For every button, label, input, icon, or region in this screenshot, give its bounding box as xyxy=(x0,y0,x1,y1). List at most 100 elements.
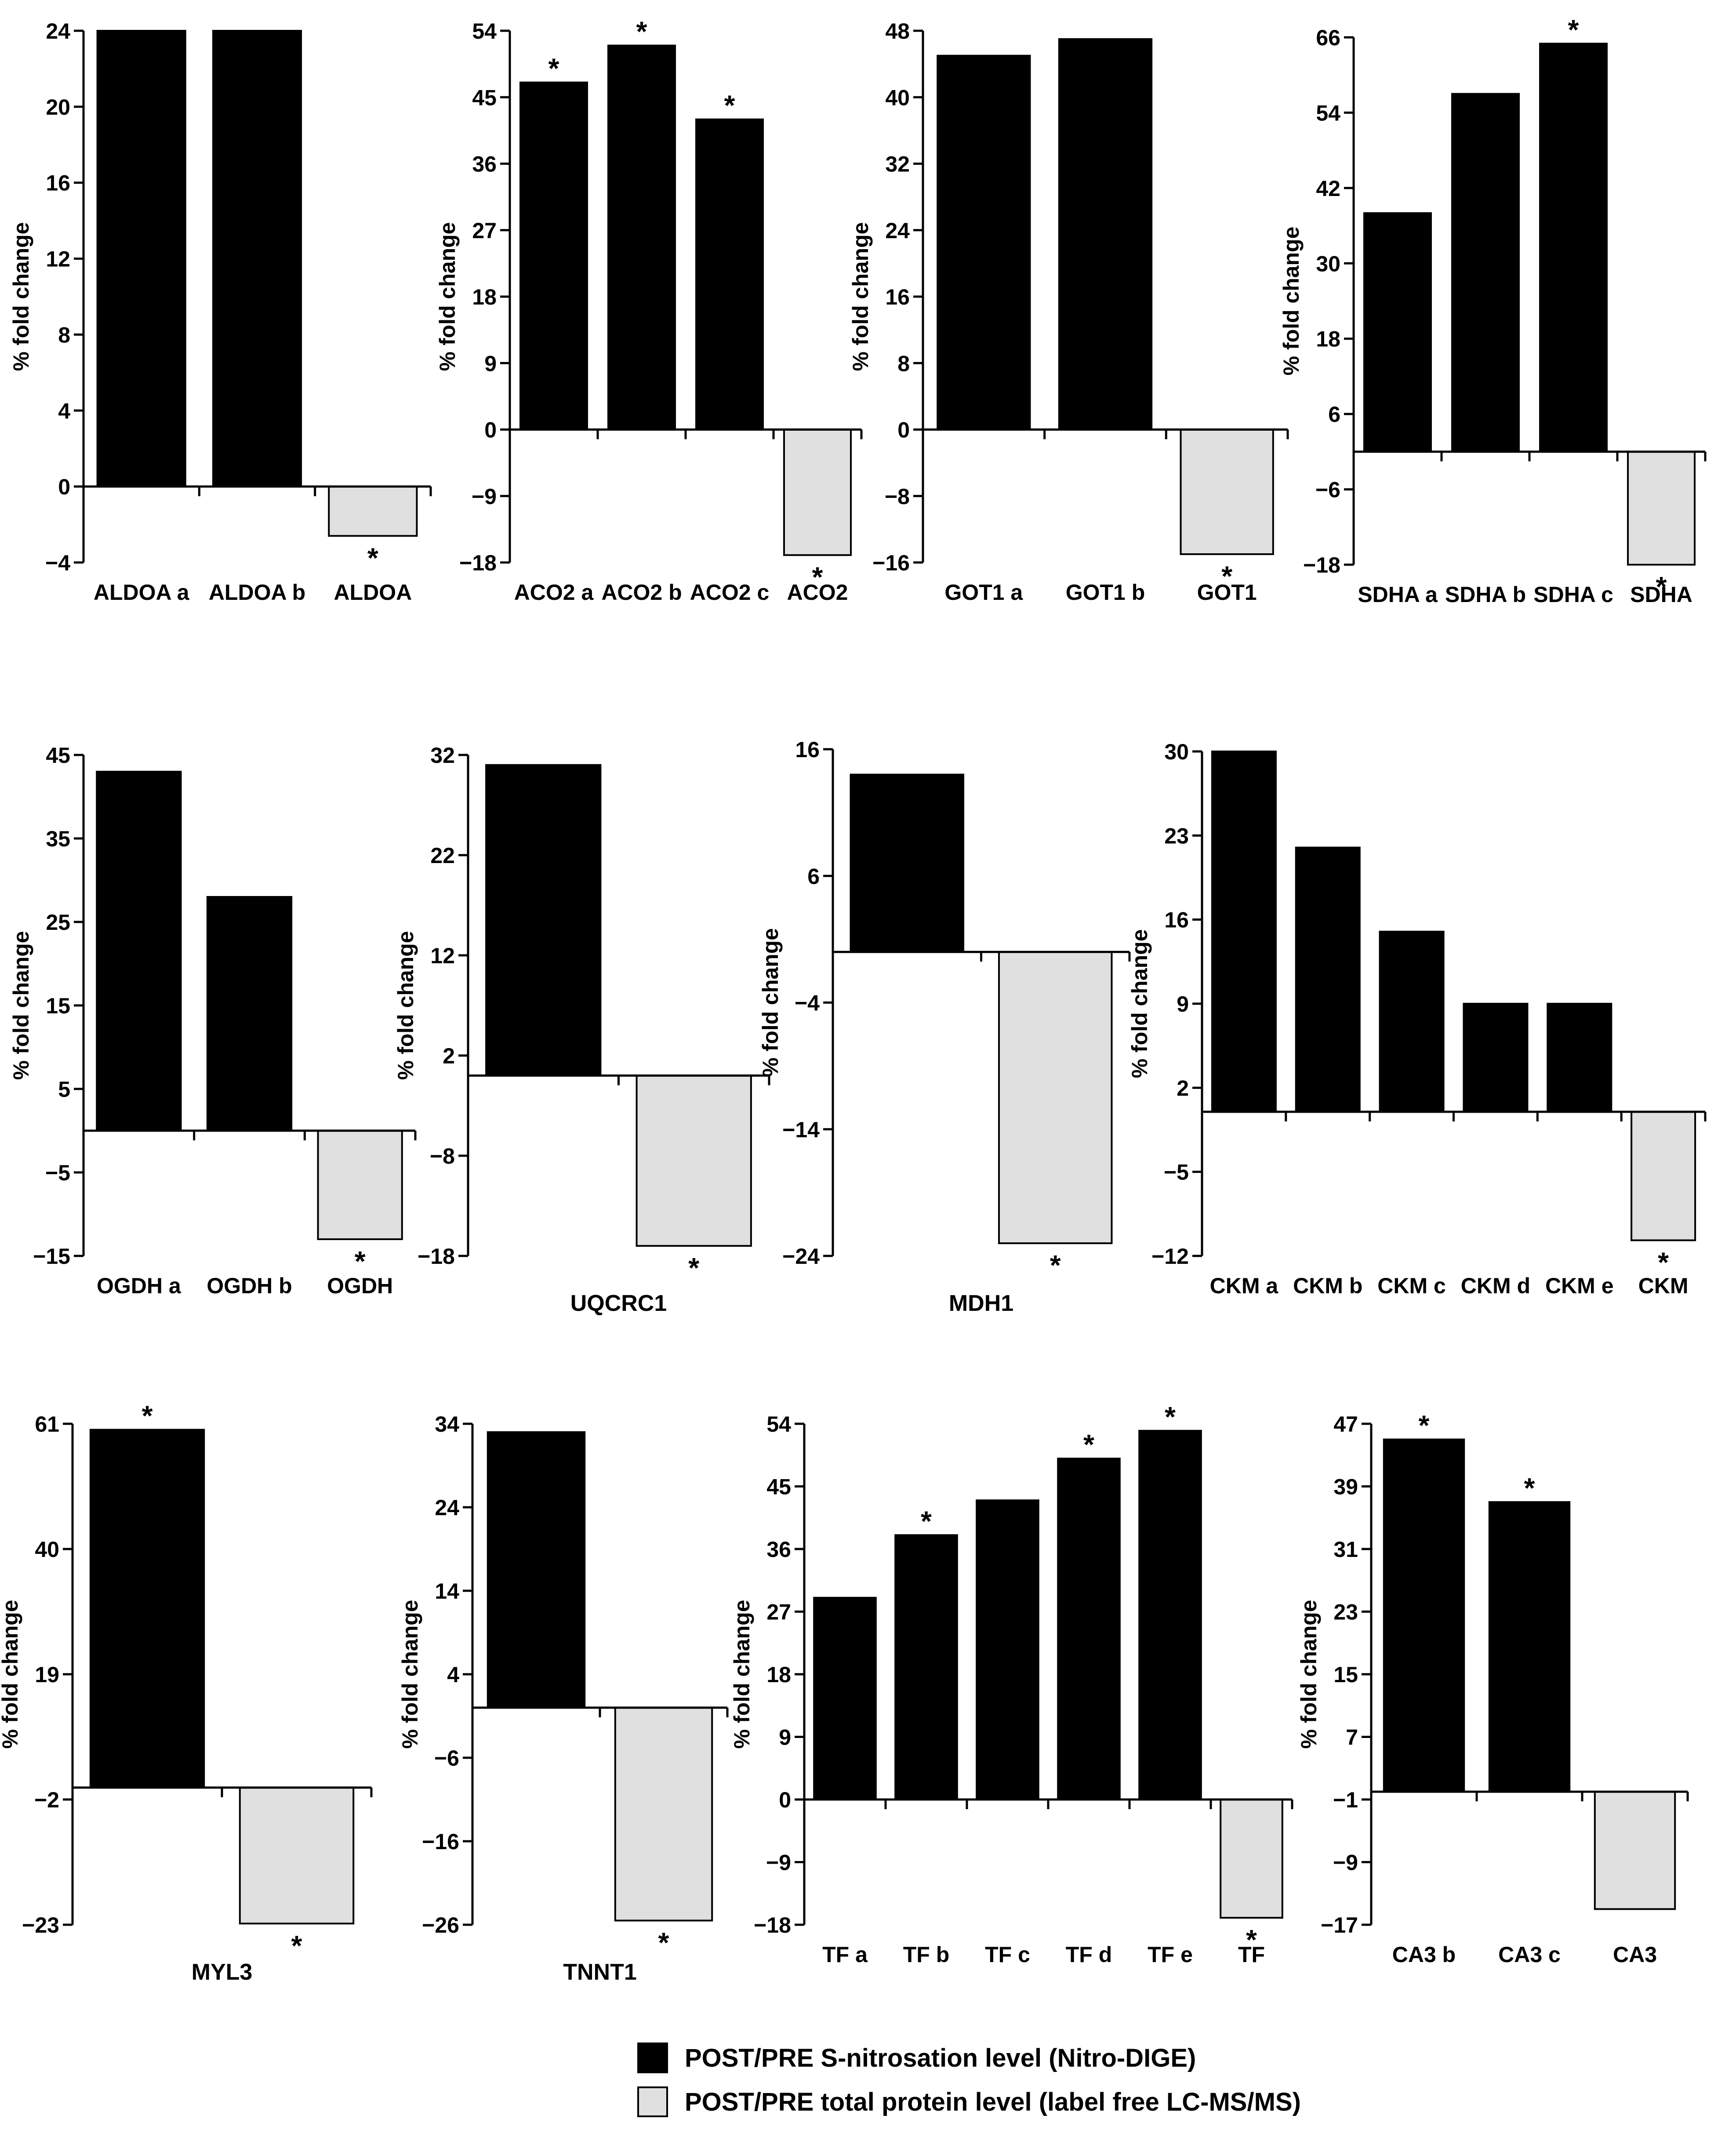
y-tick-label: 61 xyxy=(35,1412,59,1437)
y-tick-label: −18 xyxy=(754,1913,791,1937)
significance-asterisk: * xyxy=(355,1245,366,1277)
y-axis-title: % fold change xyxy=(0,1600,22,1749)
x-category-label: CKM a xyxy=(1210,1273,1279,1298)
y-tick-label: −6 xyxy=(1315,478,1340,502)
x-category-label: TF d xyxy=(1066,1942,1112,1967)
x-category-label: GOT1 a xyxy=(944,580,1023,605)
y-tick-label: 24 xyxy=(435,1495,459,1520)
bar-nitrosation xyxy=(1363,212,1432,453)
significance-asterisk: * xyxy=(724,90,735,121)
y-axis-title: % fold change xyxy=(393,931,418,1080)
y-tick-label: 19 xyxy=(35,1662,59,1687)
x-category-label: SDHA b xyxy=(1445,582,1526,607)
x-category-label: TF a xyxy=(822,1942,868,1967)
y-tick-label: 8 xyxy=(58,323,70,347)
y-tick-label: 23 xyxy=(1164,824,1189,848)
significance-asterisk: * xyxy=(1656,571,1667,602)
bar-nitrosation xyxy=(487,1431,586,1709)
bar-total-protein xyxy=(317,1130,403,1240)
y-tick-label: −18 xyxy=(1303,553,1340,577)
y-axis-title: % fold change xyxy=(1297,1600,1321,1749)
y-tick-label: 8 xyxy=(897,351,910,376)
significance-asterisk: * xyxy=(1221,560,1232,592)
y-tick-label: 5 xyxy=(58,1077,70,1102)
legend-swatch-total xyxy=(637,2086,668,2117)
bar-total-protein xyxy=(1594,1791,1676,1910)
y-tick-label: 66 xyxy=(1316,25,1340,50)
legend-label-total: POST/PRE total protein level (label free… xyxy=(685,2087,1301,2116)
y-tick-label: −16 xyxy=(422,1829,459,1854)
y-tick-label: 0 xyxy=(897,418,910,443)
bar-nitrosation xyxy=(850,773,964,953)
bar-nitrosation xyxy=(976,1499,1039,1801)
bar-total-protein xyxy=(239,1786,355,1925)
bar-nitrosation xyxy=(1138,1429,1202,1800)
bar-nitrosation xyxy=(1539,43,1608,453)
y-axis-title: % fold change xyxy=(398,1600,422,1749)
y-tick-label: −18 xyxy=(459,551,497,575)
x-category-label: OGDH a xyxy=(97,1273,182,1298)
x-category-label: TF e xyxy=(1148,1942,1193,1967)
y-tick-label: −4 xyxy=(795,991,820,1016)
bar-nitrosation xyxy=(1058,38,1153,431)
y-tick-label: −8 xyxy=(885,484,910,509)
x-category-label: ACO2 xyxy=(787,580,848,605)
legend-label-nitro: POST/PRE S-nitrosation level (Nitro-DIGE… xyxy=(685,2043,1196,2072)
x-category-label: GOT1 xyxy=(1197,580,1257,605)
bar-total-protein xyxy=(998,951,1113,1244)
significance-asterisk: * xyxy=(1568,14,1579,45)
y-tick-label: −18 xyxy=(418,1244,455,1269)
y-tick-label: 2 xyxy=(1177,1076,1189,1100)
y-tick-label: 4 xyxy=(447,1662,459,1687)
x-category-label: CKM d xyxy=(1461,1273,1530,1298)
y-tick-label: 6 xyxy=(1328,402,1340,427)
y-tick-label: 9 xyxy=(779,1725,791,1750)
y-tick-label: 45 xyxy=(46,743,70,768)
bar-nitrosation xyxy=(1451,93,1520,453)
bar-nitrosation xyxy=(96,30,186,488)
bar-nitrosation xyxy=(1379,931,1445,1113)
x-category-label: TF xyxy=(1238,1942,1265,1967)
bar-total-protein xyxy=(636,1074,752,1247)
x-category-label: CKM b xyxy=(1293,1273,1362,1298)
y-tick-label: 39 xyxy=(1333,1475,1358,1499)
y-tick-label: 0 xyxy=(58,475,70,499)
y-tick-label: −24 xyxy=(782,1244,820,1269)
x-category-label: CA3 xyxy=(1613,1942,1657,1967)
y-tick-label: 9 xyxy=(1177,992,1189,1016)
y-tick-label: 16 xyxy=(46,171,70,196)
y-tick-label: 30 xyxy=(1316,251,1340,276)
y-tick-label: 47 xyxy=(1333,1412,1358,1437)
protein-name-label: MDH1 xyxy=(949,1291,1013,1316)
bar-nitrosation xyxy=(212,30,302,488)
y-tick-label: 22 xyxy=(430,843,455,868)
y-axis-title: % fold change xyxy=(730,1600,754,1749)
bar-nitrosation xyxy=(1057,1458,1121,1801)
y-tick-label: −15 xyxy=(33,1244,70,1269)
bar-nitrosation xyxy=(1211,751,1277,1113)
bar-total-protein xyxy=(783,428,852,556)
y-tick-label: 36 xyxy=(472,152,497,177)
x-category-label: CKM xyxy=(1638,1273,1689,1298)
y-tick-label: 34 xyxy=(435,1412,459,1437)
y-tick-label: 6 xyxy=(807,864,820,889)
significance-asterisk: * xyxy=(921,1505,932,1537)
bar-nitrosation xyxy=(813,1596,877,1800)
bar-total-protein xyxy=(328,486,418,537)
bar-total-protein xyxy=(1220,1799,1283,1919)
y-tick-label: 24 xyxy=(46,19,70,44)
y-tick-label: 0 xyxy=(484,418,497,443)
x-category-label: ALDOA xyxy=(334,580,412,605)
y-tick-label: −9 xyxy=(766,1850,791,1875)
x-category-label: OGDH xyxy=(327,1273,393,1298)
x-category-label: SDHA xyxy=(1630,582,1692,607)
x-category-label: CKM c xyxy=(1377,1273,1446,1298)
y-tick-label: −9 xyxy=(472,484,497,509)
y-tick-label: −16 xyxy=(872,551,910,575)
bar-total-protein xyxy=(1180,428,1274,555)
significance-asterisk: * xyxy=(812,561,823,593)
x-category-label: ACO2 c xyxy=(690,580,770,605)
bar-nitrosation xyxy=(1295,846,1361,1113)
significance-asterisk: * xyxy=(636,16,647,47)
